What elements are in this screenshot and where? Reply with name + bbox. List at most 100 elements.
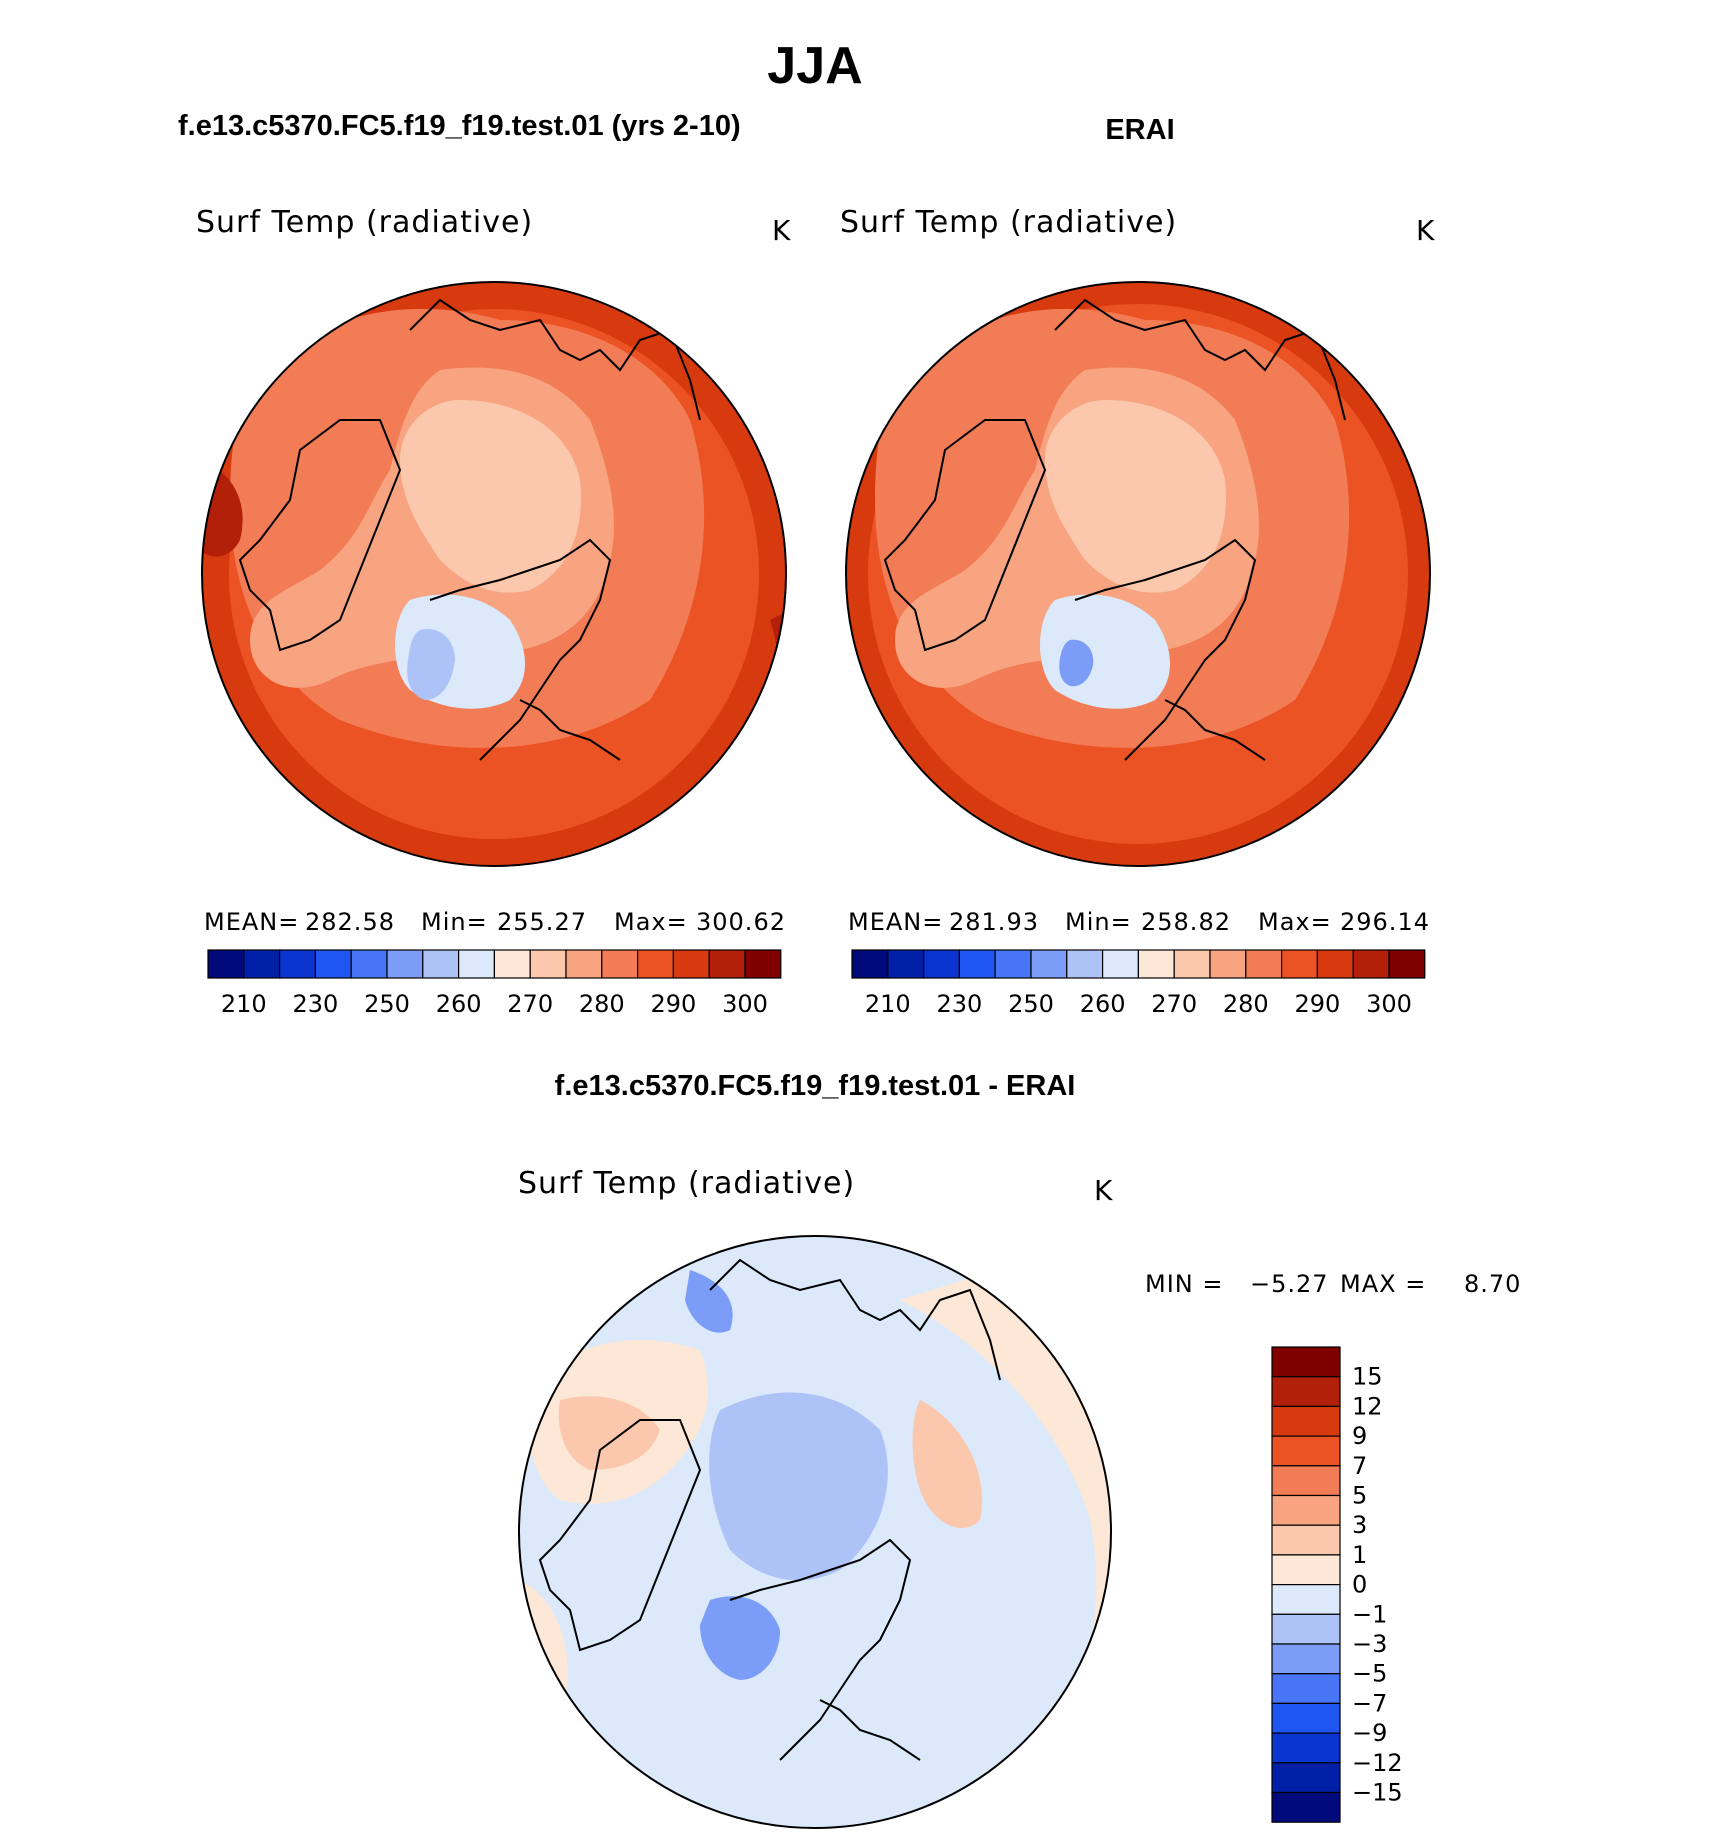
right-colorbar-label: 290 — [1294, 990, 1340, 1018]
diff-min-label: MIN = — [1145, 1270, 1224, 1298]
right-panel-title: ERAI — [1105, 114, 1175, 146]
diff-colorbar-swatch — [1271, 1643, 1341, 1675]
right-colorbar-swatch — [887, 949, 925, 979]
left-colorbar-label: 210 — [221, 990, 267, 1018]
diff-colorbar-swatch — [1271, 1613, 1341, 1645]
right-colorbar-swatch — [1209, 949, 1247, 979]
left-colorbar-swatch — [493, 949, 531, 979]
diff-colorbar-swatch — [1271, 1732, 1341, 1764]
right-colorbar-label: 230 — [936, 990, 982, 1018]
right-colorbar-swatch — [1388, 949, 1426, 979]
left-variable-label: Surf Temp (radiative) — [196, 205, 534, 240]
right-colorbar-label: 250 — [1008, 990, 1054, 1018]
right-colorbar-swatch — [1316, 949, 1354, 979]
right-colorbar-label: 300 — [1366, 990, 1412, 1018]
right-mean-value: 281.93 — [949, 908, 1039, 936]
left-colorbar-swatch — [744, 949, 782, 979]
diff-colorbar-label: 15 — [1352, 1363, 1383, 1391]
diff-colorbar-swatch — [1271, 1762, 1341, 1794]
diff-max-label: MAX = — [1340, 1270, 1427, 1298]
right-min-value: 258.82 — [1141, 908, 1231, 936]
right-variable-label: Surf Temp (radiative) — [840, 205, 1178, 240]
diff-panel-title: f.e13.c5370.FC5.f19_f19.test.01 - ERAI — [554, 1070, 1076, 1102]
left-colorbar-label: 270 — [507, 990, 553, 1018]
diff-colorbar-swatch — [1271, 1673, 1341, 1704]
left-colorbar-swatch — [314, 949, 352, 979]
left-map-boundary — [201, 281, 787, 867]
diff-colorbar-label: −5 — [1352, 1660, 1387, 1688]
left-unit-label: K — [772, 214, 791, 247]
right-colorbar-swatch — [1173, 949, 1211, 979]
diff-colorbar-label: −9 — [1352, 1719, 1387, 1747]
diff-colorbar-label: −12 — [1352, 1749, 1403, 1777]
diff-variable-label: Surf Temp (radiative) — [518, 1166, 856, 1201]
diff-map — [519, 1236, 1111, 1828]
left-colorbar-swatch — [422, 949, 460, 979]
diff-colorbar-label: −15 — [1352, 1779, 1403, 1807]
right-colorbar-swatch — [851, 949, 889, 979]
left-min-value: 255.27 — [497, 908, 587, 936]
left-colorbar-swatch — [672, 949, 710, 979]
diff-colorbar-label: 9 — [1352, 1422, 1367, 1450]
diff-colorbar-swatch — [1271, 1524, 1341, 1556]
main-title: JJA — [767, 37, 863, 95]
right-max-label: Max= — [1258, 908, 1332, 936]
left-colorbar-swatch — [350, 949, 388, 979]
diff-colorbar-label: −7 — [1352, 1689, 1387, 1717]
right-colorbar-swatch — [1066, 949, 1104, 979]
diff-colorbar-swatch — [1271, 1376, 1341, 1407]
right-colorbar-swatch — [1245, 949, 1283, 979]
right-colorbar-swatch — [1280, 949, 1318, 979]
right-max-value: 296.14 — [1340, 908, 1430, 936]
left-colorbar-swatch — [565, 949, 603, 979]
left-colorbar-label: 300 — [722, 990, 768, 1018]
diff-colorbar-swatch — [1271, 1791, 1341, 1823]
right-colorbar-swatch — [1030, 949, 1068, 979]
left-max-value: 300.62 — [696, 908, 786, 936]
right-colorbar-swatch — [1101, 949, 1139, 979]
left-colorbar-label: 280 — [579, 990, 625, 1018]
left-colorbar-label: 260 — [436, 990, 482, 1018]
diff-max-value: 8.70 — [1464, 1270, 1522, 1298]
diff-min-value: −5.27 — [1250, 1270, 1329, 1298]
diff-colorbar-swatch — [1271, 1405, 1341, 1437]
right-colorbar-swatch — [1352, 949, 1390, 979]
diff-colorbar-swatch — [1271, 1346, 1341, 1378]
right-map-boundary — [845, 281, 1431, 867]
diff-colorbar-label: 0 — [1352, 1571, 1367, 1599]
left-max-label: Max= — [614, 908, 688, 936]
right-colorbar-label: 260 — [1080, 990, 1126, 1018]
diff-colorbar-label: −1 — [1352, 1600, 1387, 1628]
right-mean-label: MEAN= — [848, 908, 944, 936]
left-colorbar-swatch — [243, 949, 281, 979]
left-colorbar-label: 290 — [650, 990, 696, 1018]
right-colorbar-label: 270 — [1151, 990, 1197, 1018]
diff-colorbar-swatch — [1271, 1494, 1341, 1526]
diff-colorbar-swatch — [1271, 1435, 1341, 1467]
left-colorbar-swatch — [529, 949, 567, 979]
left-map — [202, 282, 786, 866]
diff-colorbar-label: 1 — [1352, 1541, 1367, 1569]
right-map — [846, 282, 1430, 866]
diff-colorbar-label: 3 — [1352, 1511, 1367, 1539]
right-colorbar-swatch — [1137, 949, 1175, 979]
diff-unit-label: K — [1094, 1174, 1113, 1207]
right-colorbar-swatch — [958, 949, 996, 979]
diff-colorbar-label: 12 — [1352, 1392, 1383, 1420]
left-colorbar-label: 230 — [292, 990, 338, 1018]
right-colorbar-swatch — [994, 949, 1032, 979]
diff-colorbar-label: 5 — [1352, 1482, 1367, 1510]
left-min-label: Min= — [421, 908, 488, 936]
left-colorbar-swatch — [636, 949, 674, 979]
diff-map-boundary — [518, 1235, 1112, 1829]
left-panel-title: f.e13.c5370.FC5.f19_f19.test.01 (yrs 2-1… — [178, 110, 741, 142]
diff-colorbar-label: 7 — [1352, 1452, 1367, 1480]
left-mean-value: 282.58 — [305, 908, 395, 936]
left-colorbar-swatch — [458, 949, 496, 979]
right-colorbar-label: 210 — [865, 990, 911, 1018]
left-colorbar-swatch — [279, 949, 317, 979]
left-colorbar-swatch — [207, 949, 245, 979]
left-colorbar-label: 250 — [364, 990, 410, 1018]
right-unit-label: K — [1416, 214, 1435, 247]
